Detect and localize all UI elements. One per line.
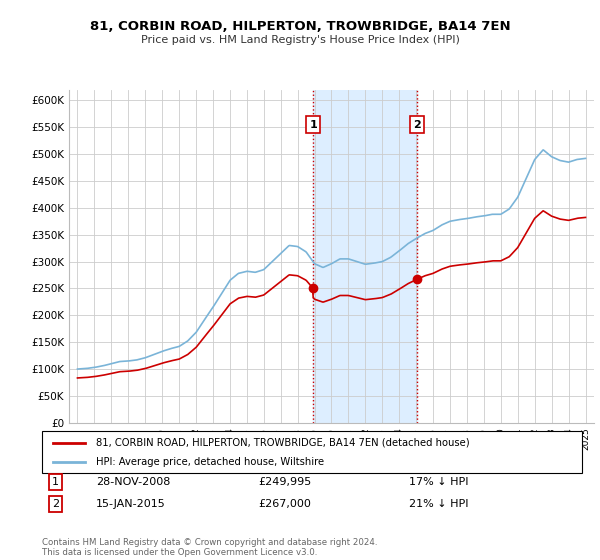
Text: 81, CORBIN ROAD, HILPERTON, TROWBRIDGE, BA14 7EN (detached house): 81, CORBIN ROAD, HILPERTON, TROWBRIDGE, … — [96, 437, 470, 447]
Text: Price paid vs. HM Land Registry's House Price Index (HPI): Price paid vs. HM Land Registry's House … — [140, 35, 460, 45]
Text: 17% ↓ HPI: 17% ↓ HPI — [409, 477, 469, 487]
Text: Contains HM Land Registry data © Crown copyright and database right 2024.
This d: Contains HM Land Registry data © Crown c… — [42, 538, 377, 557]
Text: 1: 1 — [309, 119, 317, 129]
Text: 2: 2 — [413, 119, 421, 129]
Text: 15-JAN-2015: 15-JAN-2015 — [96, 499, 166, 509]
Bar — [313, 90, 417, 423]
Text: 28-NOV-2008: 28-NOV-2008 — [96, 477, 170, 487]
Text: 1: 1 — [52, 477, 59, 487]
Text: 2: 2 — [52, 499, 59, 509]
Text: £267,000: £267,000 — [258, 499, 311, 509]
Text: 81, CORBIN ROAD, HILPERTON, TROWBRIDGE, BA14 7EN: 81, CORBIN ROAD, HILPERTON, TROWBRIDGE, … — [89, 20, 511, 32]
Text: £249,995: £249,995 — [258, 477, 311, 487]
Text: HPI: Average price, detached house, Wiltshire: HPI: Average price, detached house, Wilt… — [96, 457, 324, 467]
Text: 21% ↓ HPI: 21% ↓ HPI — [409, 499, 469, 509]
